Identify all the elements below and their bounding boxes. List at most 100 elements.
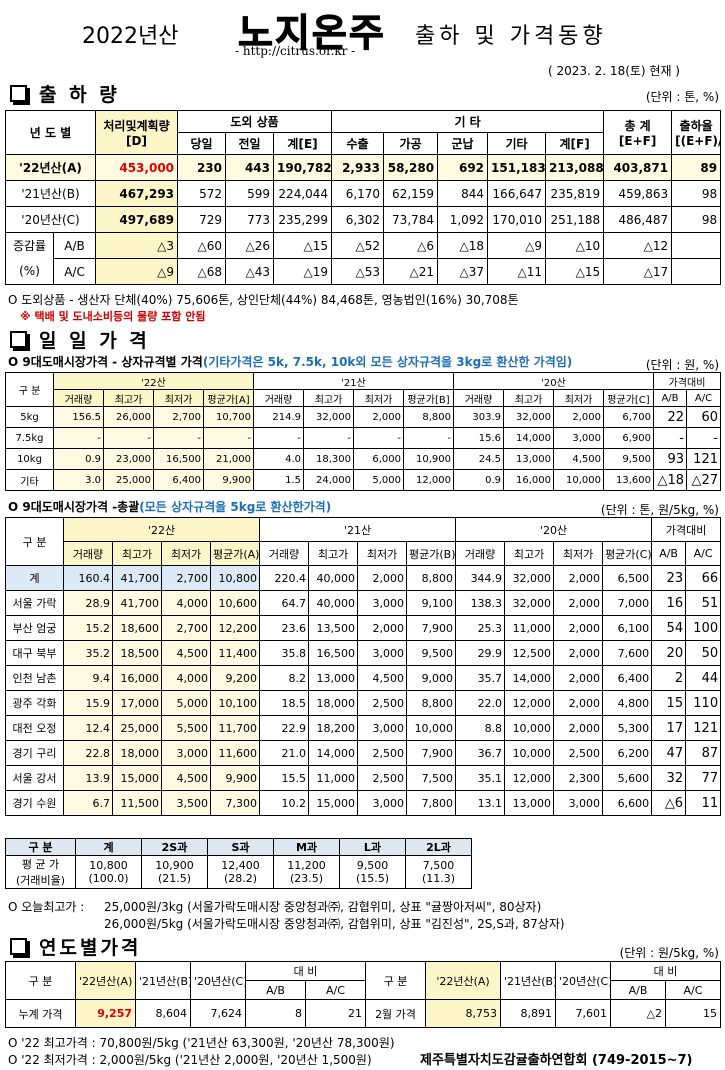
value-cell-text: 230 — [196, 160, 223, 175]
row-label: 평 균 가 (거래비율) — [5, 855, 76, 889]
value-cell-text: 12,000 — [512, 771, 552, 785]
header-cell: 평균가[B] — [403, 389, 454, 407]
value-cell-text: 9.4 — [92, 671, 111, 685]
value-cell: 8,800 — [406, 565, 457, 591]
value-cell: 66 — [685, 565, 722, 591]
value-cell: 403,871 — [603, 154, 673, 181]
value-cell-text: 11,400 — [218, 646, 258, 660]
value-cell: 22.0 — [455, 690, 506, 716]
value-cell-text: - — [297, 432, 301, 444]
data-row: 광주 각화 15.9 17,000 5,000 10,100 18.5 18,000 2,50… — [5, 690, 722, 716]
value-cell-text: 5,500 — [176, 721, 209, 735]
value-cell-text: 6.7 — [92, 796, 111, 810]
value-cell-text: 138.3 — [470, 596, 503, 610]
row-label-text: (거래비율) — [15, 874, 66, 887]
value-cell-text: 35.2 — [85, 646, 111, 660]
value-cell-text: 66 — [701, 570, 719, 586]
value-cell-text: 77 — [701, 770, 719, 786]
header-cell-text: 최고가 — [114, 394, 143, 406]
header-cell-text: 기 타 — [454, 115, 481, 129]
value-cell-text: 23,000 — [116, 453, 151, 465]
value-cell: 138.3 — [455, 590, 506, 616]
value-cell: 8,604 — [135, 999, 191, 1028]
row-label: (%) — [5, 258, 54, 285]
header-cell-text: 구 분 — [22, 535, 47, 549]
header-cell: 년 도 별 — [4, 110, 97, 155]
header-cell-text: 구 분 — [18, 386, 41, 397]
value-cell: 51 — [685, 590, 722, 616]
value-cell-text: 16 — [666, 595, 684, 611]
unit: (단위 : 원, %) — [645, 358, 719, 372]
value-cell-text: 3,000 — [372, 646, 405, 660]
value-cell: 230 — [177, 154, 227, 181]
value-cell-text: 403,871 — [613, 160, 669, 175]
value-cell: 36.7 — [455, 740, 506, 766]
value-cell: 11,200 (23.5) — [273, 855, 340, 889]
header-cell: 대 비 — [245, 961, 366, 981]
section-title: 연도별가격 — [10, 933, 141, 960]
value-cell: △6 — [383, 232, 439, 259]
header-cell-text: 도외 상품 — [230, 115, 279, 129]
value-cell: 35.8 — [259, 640, 310, 666]
value-cell-text: 25,000 — [116, 474, 151, 486]
subtitle: O 9대도매시장가격 - 상자규격별 가격(기타가격은 5k, 7.5k, 10… — [8, 353, 572, 370]
header-cell-text: 대 비 — [293, 965, 318, 978]
value-cell-text: 23 — [666, 570, 684, 586]
value-cell-text: 220.4 — [274, 571, 307, 585]
value-cell-text: 6,500 — [617, 571, 650, 585]
value-cell: 14,000 — [503, 427, 554, 449]
header-cell-text: [E+F] — [618, 134, 657, 148]
row-label: 서울 강서 — [5, 765, 64, 791]
value-cell-text: 9,000 — [421, 671, 454, 685]
row-label-text: 서울 강서 — [12, 772, 57, 785]
header-cell-text: 구 분 — [383, 974, 408, 988]
value-cell-text: 2,700 — [176, 621, 209, 635]
header-cell-text: A/B — [659, 547, 678, 560]
value-cell-text: 151,183 — [491, 160, 546, 175]
value-cell: 35.7 — [455, 665, 506, 691]
value-cell: △52 — [331, 232, 385, 259]
value-cell-text: 13,000 — [516, 453, 551, 465]
value-cell: 2,000 — [553, 715, 604, 741]
value-cell-text: - — [197, 432, 201, 444]
value-cell: - — [403, 427, 454, 449]
value-cell-text: (23.5) — [289, 872, 324, 885]
value-cell: 10.2 — [259, 790, 310, 816]
data-row: 계 160.4 41,700 2,700 10,800 220.4 40,000 2,000 8… — [5, 565, 722, 591]
row-label: 계 — [5, 565, 64, 591]
value-cell: 4.0 — [253, 448, 304, 470]
value-cell: 18,300 — [303, 448, 354, 470]
value-cell: 11 — [685, 790, 722, 816]
value-cell-text: 14,000 — [512, 671, 552, 685]
value-cell-text: 5,600 — [617, 771, 650, 785]
value-cell-text: 10,100 — [218, 696, 258, 710]
value-cell-text: - — [97, 432, 101, 444]
value-cell: 9,500 — [406, 640, 457, 666]
value-cell: 17,000 — [112, 690, 162, 716]
value-cell: 10,800 — [209, 565, 261, 591]
value-cell: 25,000 — [112, 715, 162, 741]
value-cell-text: 11,700 — [218, 721, 258, 735]
value-cell: 2,000 — [553, 690, 604, 716]
value-cell: 12,500 — [504, 640, 555, 666]
header-cell-text: 거래량 — [64, 394, 93, 406]
value-cell-text: 58,280 — [387, 160, 435, 175]
value-cell-text: 166,647 — [492, 186, 543, 201]
section-title: 출 하 량 — [10, 80, 120, 107]
value-cell: 5,000 — [161, 690, 211, 716]
value-cell-text: 2,700 — [176, 571, 209, 585]
value-cell-text: 213,088 — [549, 160, 604, 175]
value-cell: △15 — [273, 232, 333, 259]
value-cell: 6,900 — [603, 427, 654, 449]
header-cell: 거래량 — [253, 389, 304, 407]
header-cell: 구 분 — [365, 961, 426, 1000]
value-cell: 47 — [651, 740, 687, 766]
header-row: 거래량 최고가 최저가 평균가(A) 거래량 최고가 최저가 평균가(B) 거래량 최고가 최저가 평… — [6, 541, 722, 566]
value-cell-text: 17,000 — [120, 696, 160, 710]
value-cell: 23.6 — [259, 615, 310, 641]
value-cell: 2,000 — [357, 615, 408, 641]
value-cell: 16,000 — [112, 665, 162, 691]
value-cell-text: 2,000 — [568, 696, 601, 710]
row-label: 광주 각화 — [5, 690, 64, 716]
header-cell-text: 최저가 — [364, 394, 393, 406]
